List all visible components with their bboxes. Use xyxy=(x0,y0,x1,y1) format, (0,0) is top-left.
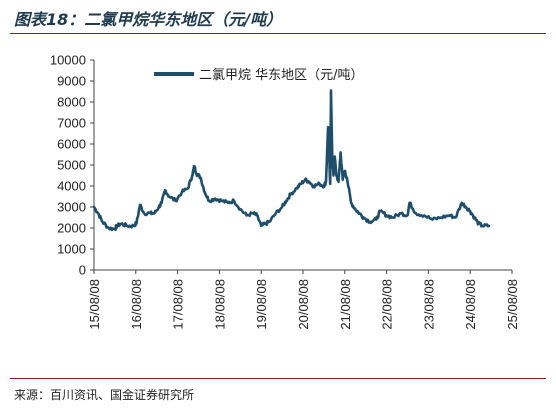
source-divider xyxy=(10,378,546,379)
x-tick-label: 15/08/08 xyxy=(87,279,102,330)
line-chart: 0 1000 2000 3000 4000 5000 6000 7000 8000 9000 100… xyxy=(50,53,520,330)
y-tick-label: 2000 xyxy=(57,221,86,236)
y-tick-label: 9000 xyxy=(57,74,86,89)
x-tick-label: 24/08/08 xyxy=(463,279,478,330)
y-tick-label: 8000 xyxy=(57,95,86,110)
x-axis-ticks: 15/08/08 16/08/08 17/08/08 18/08/08 19/08/08… xyxy=(87,270,520,330)
title-divider xyxy=(10,33,546,34)
y-tick-label: 6000 xyxy=(57,137,86,152)
x-tick-label: 23/08/08 xyxy=(421,279,436,330)
y-tick-label: 7000 xyxy=(57,116,86,131)
y-tick-label: 5000 xyxy=(57,158,86,173)
y-tick-label: 0 xyxy=(79,263,86,278)
x-tick-label: 17/08/08 xyxy=(171,279,186,330)
x-tick-label: 18/08/08 xyxy=(212,279,227,330)
figure-title: 图表18：二氯甲烷华东地区（元/吨） xyxy=(14,10,283,29)
x-tick-label: 25/08/08 xyxy=(505,279,520,330)
x-tick-label: 19/08/08 xyxy=(254,279,269,330)
chart-legend: 二氯甲烷 华东地区（元/吨） xyxy=(154,68,364,83)
y-tick-label: 1000 xyxy=(57,242,86,257)
y-tick-label: 4000 xyxy=(57,179,86,194)
series-line xyxy=(92,89,491,232)
x-tick-label: 20/08/08 xyxy=(296,279,311,330)
x-tick-label: 21/08/08 xyxy=(338,279,353,330)
legend-label: 二氯甲烷 华东地区（元/吨） xyxy=(199,68,364,83)
y-tick-label: 3000 xyxy=(57,200,86,215)
chart-axes xyxy=(93,60,512,271)
y-tick-label: 10000 xyxy=(50,53,86,68)
x-tick-label: 16/08/08 xyxy=(129,279,144,330)
y-axis-ticks: 0 1000 2000 3000 4000 5000 6000 7000 8000 9000 100… xyxy=(50,53,94,278)
x-tick-label: 22/08/08 xyxy=(380,279,395,330)
source-note: 来源：百川资讯、国金证券研究所 xyxy=(14,388,195,402)
series-group xyxy=(92,89,491,232)
